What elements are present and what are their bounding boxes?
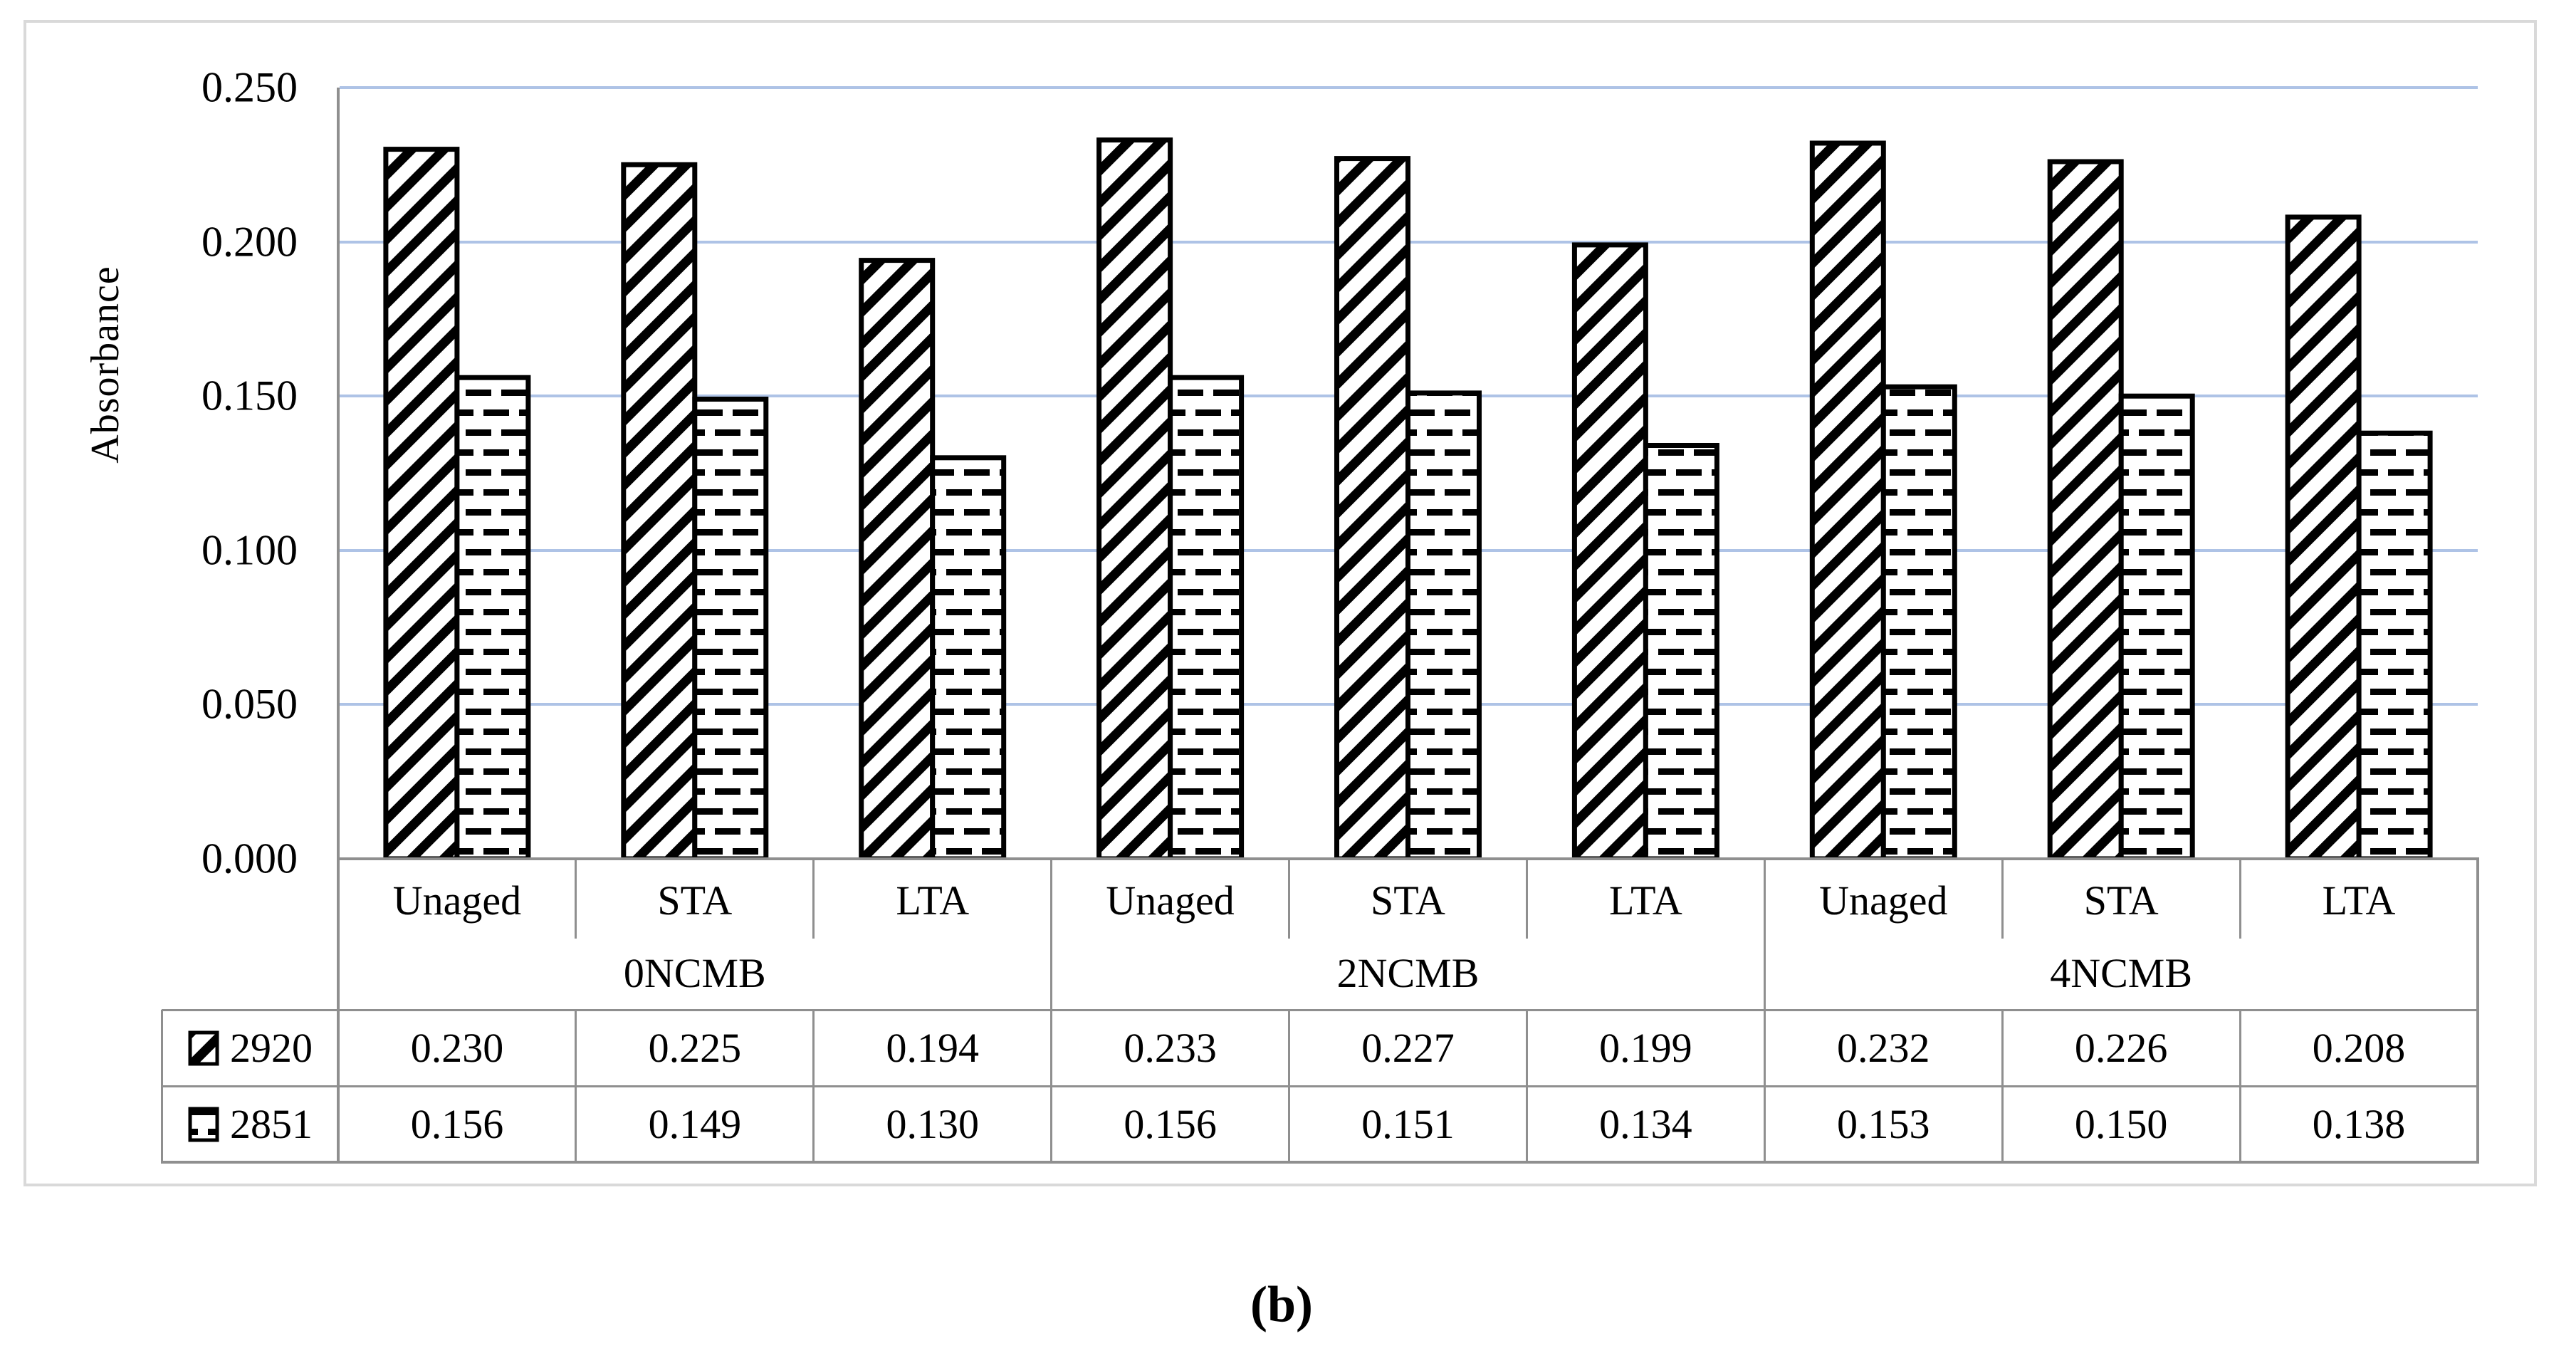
legend-series-name: 2920 xyxy=(230,1025,313,1071)
bar-2920-Unaged-4NCMB xyxy=(1809,140,1886,859)
bar-2851-LTA-0NCMB xyxy=(930,455,1007,859)
table-border-line xyxy=(2001,1010,2004,1162)
y-tick-label: 0.000 xyxy=(201,835,298,882)
table-border-line xyxy=(1763,859,1766,1162)
bar-2851-LTA-2NCMB xyxy=(1643,443,1719,859)
figure-caption-text: (b) xyxy=(1250,1275,1313,1333)
figure-caption: (b) xyxy=(1250,1275,1313,1335)
bar-2920-STA-0NCMB xyxy=(621,162,698,859)
bar-2920-Unaged-2NCMB xyxy=(1096,137,1173,859)
value-cell-2851-5: 0.151 xyxy=(1361,1101,1455,1147)
value-cell-2851-2: 0.149 xyxy=(648,1101,742,1147)
bar-2851-Unaged-0NCMB xyxy=(454,375,531,859)
y-tick-label: 0.100 xyxy=(201,526,298,574)
table-border-line xyxy=(575,1010,577,1162)
value-cell-2851-4: 0.156 xyxy=(1124,1101,1217,1147)
category-label-sta-2: STA xyxy=(2083,877,2159,924)
value-cell-2920-7: 0.232 xyxy=(1837,1025,1930,1071)
table-border-line xyxy=(812,859,815,939)
legend-entry-2851: 2851 xyxy=(162,1086,338,1162)
value-cell-2920-2: 0.225 xyxy=(648,1025,742,1071)
bar-2851-STA-0NCMB xyxy=(692,397,769,859)
category-label-lta-0: LTA xyxy=(896,877,970,924)
table-border-line xyxy=(1288,859,1291,939)
figure-border xyxy=(23,20,2537,1186)
y-tick-label: 0.250 xyxy=(201,63,298,111)
bar-2920-LTA-2NCMB xyxy=(1571,242,1648,859)
group-label-2ncmb: 2NCMB xyxy=(1336,949,1480,996)
table-border-line xyxy=(2239,1010,2241,1162)
value-cell-2920-9: 0.208 xyxy=(2312,1025,2406,1071)
category-label-sta-0: STA xyxy=(657,877,733,924)
bar-2851-LTA-4NCMB xyxy=(2356,430,2433,859)
bar-2920-LTA-0NCMB xyxy=(859,258,936,859)
table-border-line xyxy=(1525,859,1528,939)
value-cell-2851-9: 0.138 xyxy=(2312,1101,2406,1147)
category-label-lta-2: LTA xyxy=(2322,877,2396,924)
bar-2851-Unaged-4NCMB xyxy=(1880,384,1957,859)
bar-2920-LTA-4NCMB xyxy=(2285,214,2362,859)
category-label-unaged-0: Unaged xyxy=(392,877,522,924)
pattern-swatch-2920-icon xyxy=(188,1030,219,1065)
category-label-unaged-2: Unaged xyxy=(1819,877,1948,924)
table-border-line xyxy=(162,1085,2479,1087)
bar-2851-STA-2NCMB xyxy=(1405,390,1482,859)
bar-2920-Unaged-0NCMB xyxy=(383,147,460,859)
bar-2851-Unaged-2NCMB xyxy=(1168,375,1245,859)
table-border-line xyxy=(337,88,340,1164)
bar-2851-STA-4NCMB xyxy=(2118,393,2195,859)
bar-2920-STA-2NCMB xyxy=(1334,156,1410,859)
pattern-swatch-2851-icon xyxy=(188,1107,219,1142)
value-cell-2851-6: 0.134 xyxy=(1599,1101,1692,1147)
value-cell-2920-1: 0.230 xyxy=(410,1025,504,1071)
table-border-line xyxy=(1525,1010,1528,1162)
table-border-line xyxy=(1288,1010,1291,1162)
table-border-line xyxy=(575,859,577,939)
plot-area xyxy=(383,137,2433,859)
table-border-line xyxy=(1050,859,1053,1162)
y-axis-title: Absorbance xyxy=(83,266,127,464)
y-tick-label: 0.150 xyxy=(201,372,298,419)
table-border-line xyxy=(162,1161,2479,1164)
table-border-line xyxy=(812,1010,815,1162)
value-cell-2920-5: 0.227 xyxy=(1361,1025,1455,1071)
category-label-lta-1: LTA xyxy=(1608,877,1682,924)
table-border-line xyxy=(2476,859,2479,1164)
value-cell-2851-7: 0.153 xyxy=(1837,1101,1930,1147)
table-border-line xyxy=(160,1010,163,1164)
value-cell-2920-6: 0.199 xyxy=(1599,1025,1692,1071)
value-cell-2851-1: 0.156 xyxy=(410,1101,504,1147)
value-cell-2851-3: 0.130 xyxy=(886,1101,979,1147)
group-label-0ncmb: 0NCMB xyxy=(623,949,766,996)
legend-series-name: 2851 xyxy=(230,1101,313,1147)
table-border-line xyxy=(162,1008,2479,1011)
bar-2920-STA-4NCMB xyxy=(2047,159,2124,859)
value-cell-2920-4: 0.233 xyxy=(1124,1025,1217,1071)
y-tick-label: 0.200 xyxy=(201,218,298,266)
y-tick-label: 0.050 xyxy=(201,680,298,728)
table-border-line xyxy=(337,857,2479,860)
group-label-4ncmb: 4NCMB xyxy=(2050,949,2193,996)
legend-entry-2920: 2920 xyxy=(162,1010,338,1086)
value-cell-2920-8: 0.226 xyxy=(2074,1025,2168,1071)
category-label-sta-1: STA xyxy=(1371,877,1445,924)
category-label-unaged-1: Unaged xyxy=(1106,877,1235,924)
value-cell-2920-3: 0.194 xyxy=(886,1025,979,1071)
table-border-line xyxy=(2001,859,2004,939)
gridline xyxy=(340,86,2478,89)
table-border-line xyxy=(2239,859,2241,939)
value-cell-2851-8: 0.150 xyxy=(2074,1101,2168,1147)
